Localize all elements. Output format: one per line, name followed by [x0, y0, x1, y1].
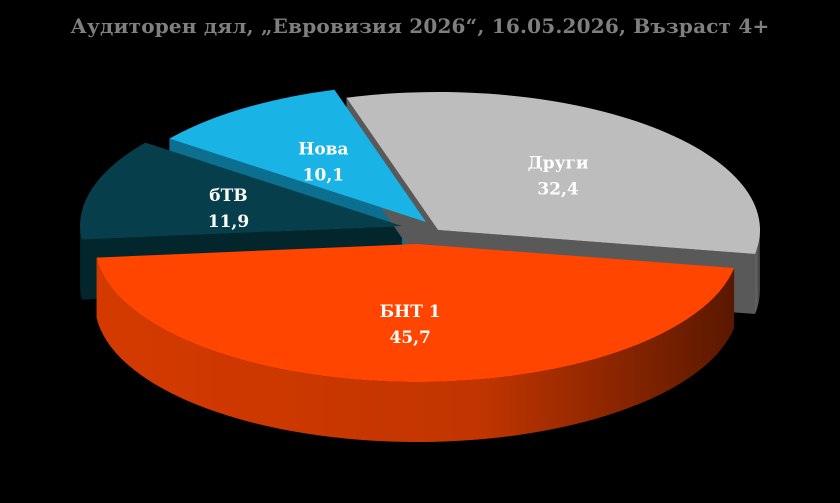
- pie-labels: Нова 10,1 бТВ 11,9 Други 32,4 БНТ 1 45,7: [208, 139, 589, 348]
- slice-нова: [169, 89, 426, 222]
- slice-side-бнт-1: [96, 257, 735, 442]
- slice-label-нова: Нова: [298, 139, 348, 159]
- slice-други: [346, 91, 760, 254]
- slice-label-бтв: бТВ: [209, 186, 247, 206]
- slice-value-нова: 10,1: [303, 165, 344, 185]
- pie-slices: [79, 89, 760, 382]
- chart-title: Аудиторен дял, „Евровизия 2026“, 16.05.2…: [70, 14, 770, 38]
- slice-бтв: [79, 142, 402, 240]
- slice-value-бтв: 11,9: [208, 212, 249, 232]
- slice-label-други: Други: [528, 153, 589, 173]
- slice-value-бнт-1: 45,7: [389, 328, 430, 348]
- slice-label-бнт-1: БНТ 1: [380, 302, 441, 322]
- slice-value-други: 32,4: [537, 179, 579, 199]
- slice-бнт-1: [96, 244, 735, 382]
- slice-side-други: [755, 230, 760, 314]
- slice-side-бтв: [80, 226, 82, 300]
